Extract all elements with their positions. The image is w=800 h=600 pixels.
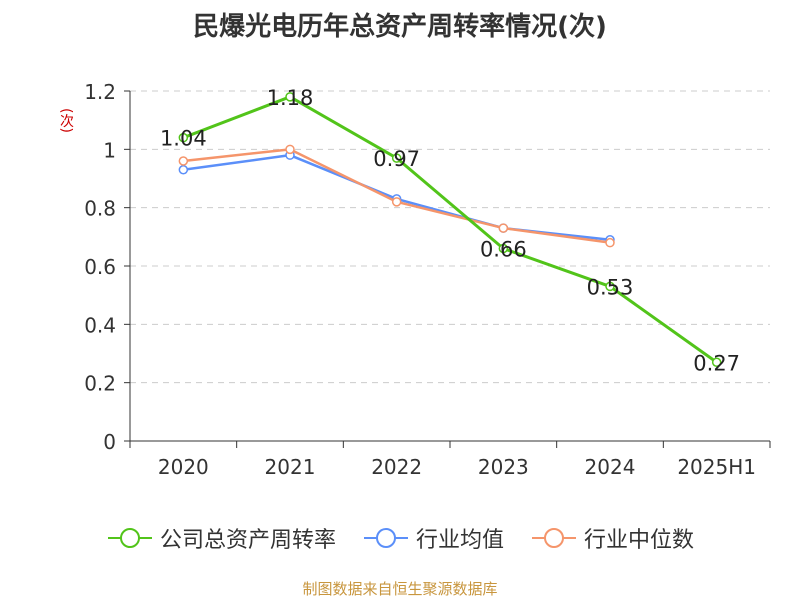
x-tick-label: 2022 [371, 455, 422, 479]
y-tick-label: 0.8 [84, 197, 116, 221]
data-point [605, 281, 615, 292]
legend-item[interactable]: 行业均值 [362, 522, 504, 554]
y-tick-label: 0 [103, 430, 116, 454]
legend-label: 行业均值 [415, 528, 504, 553]
legend-swatch-icon [107, 528, 152, 548]
data-point [285, 144, 295, 155]
legend-item[interactable]: 行业中位数 [530, 522, 694, 554]
x-tick-label: 2024 [585, 455, 636, 479]
y-axis-unit: (次) [58, 108, 74, 133]
data-label: 1.04 [160, 127, 207, 151]
y-tick-label: 1 [103, 138, 116, 162]
data-point [391, 197, 402, 207]
legend-swatch-icon [532, 528, 576, 548]
y-tick-label: 1.2 [84, 80, 116, 104]
x-tick-label: 2025H1 [677, 455, 756, 479]
legend-item[interactable]: 公司总资产周转率 [106, 522, 336, 554]
data-point [498, 243, 509, 254]
data-point [178, 156, 189, 166]
x-tick-label: 2021 [265, 455, 316, 479]
chart-title: 民爆光电历年总资产周转率情况(次) [193, 12, 607, 42]
data-label: 0.27 [693, 351, 740, 375]
data-point [285, 92, 295, 102]
data-label: 0.66 [480, 238, 527, 262]
x-tick-label: 2020 [158, 455, 209, 479]
series-line [182, 95, 718, 364]
data-label: 0.97 [373, 147, 420, 171]
y-tick-label: 0.4 [84, 313, 116, 337]
chart-legend: 公司总资产周转率 行业均值 行业中位数 [0, 520, 800, 556]
y-tick-label: 0.6 [84, 255, 116, 279]
y-tick-label: 0.2 [84, 372, 116, 396]
data-point [178, 132, 189, 143]
legend-swatch-icon [363, 528, 408, 548]
legend-label: 行业中位数 [584, 528, 695, 553]
data-point [605, 237, 615, 248]
data-point [711, 357, 722, 367]
line-chart: 0 0.2 0.4 0.6 0.8 1 1.2 2020 2021 2022 2023 2024 202… [84, 80, 771, 479]
data-label: 0.53 [587, 275, 634, 299]
legend-label: 公司总资产周转率 [159, 528, 336, 553]
data-source-note: 制图数据来自恒生聚源数据库 [302, 580, 498, 598]
x-tick-label: 2023 [478, 455, 529, 479]
data-point [391, 153, 402, 163]
data-point [498, 223, 509, 233]
data-label: 1.18 [267, 86, 314, 110]
data-point [178, 165, 189, 175]
